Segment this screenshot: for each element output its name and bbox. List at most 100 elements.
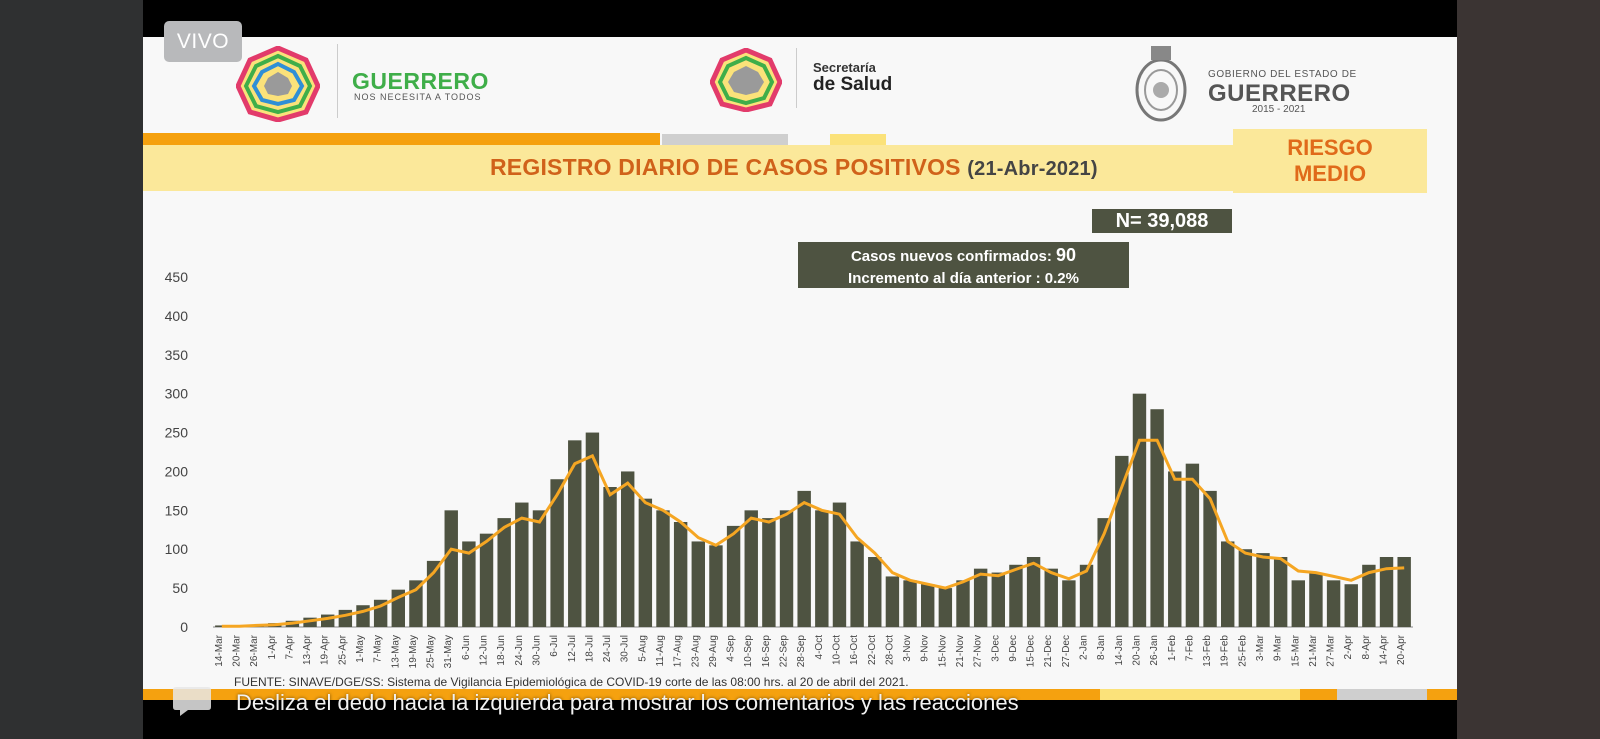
x-tick-label: 3-Mar xyxy=(1255,634,1266,661)
bar xyxy=(1256,553,1270,627)
cases-chart: 0 50 100 150 200 250 300 350 400 450 14-Mar 20-Mar 2… xyxy=(165,269,1413,668)
bar xyxy=(938,588,953,627)
x-tick-label: 8-Jan xyxy=(1096,635,1107,660)
bar xyxy=(638,498,653,627)
bar xyxy=(1221,541,1235,627)
comment-bubble-icon[interactable] xyxy=(172,685,212,717)
y-tick-label: 200 xyxy=(165,463,189,479)
x-tick-label: 28-Oct xyxy=(884,635,895,665)
x-tick-label: 26-Mar xyxy=(249,634,260,666)
accent-bar-orange xyxy=(143,133,660,145)
y-tick-label: 250 xyxy=(165,425,189,441)
bar xyxy=(797,490,811,627)
bar xyxy=(532,510,547,627)
bar xyxy=(921,584,935,627)
x-tick-label: 4-Oct xyxy=(814,635,825,660)
bar xyxy=(744,510,758,627)
video-bottom-bar xyxy=(143,700,1457,739)
x-tick-label: 14-Mar xyxy=(214,634,225,666)
x-tick-label: 27-Dec xyxy=(1061,635,1072,667)
bar xyxy=(709,545,723,627)
footer-bar-yellow xyxy=(1100,689,1300,700)
y-tick-label: 50 xyxy=(172,580,188,596)
x-tick-label: 11-Aug xyxy=(655,635,666,667)
bar xyxy=(850,541,864,627)
bar xyxy=(1291,580,1305,627)
x-tick-label: 1-May xyxy=(355,635,366,663)
bar xyxy=(1168,471,1182,627)
x-tick-label: 16-Sep xyxy=(761,635,772,668)
x-tick-label: 25-May xyxy=(426,635,437,668)
footer-bar xyxy=(143,689,1457,700)
bar xyxy=(303,617,317,627)
x-tick-label: 30-Jul xyxy=(620,635,631,662)
gov-line1: GOBIERNO DEL ESTADO DE xyxy=(1208,69,1357,80)
bar xyxy=(762,518,776,627)
salud-line1: Secretaría xyxy=(813,60,876,75)
x-tick-label: 25-Feb xyxy=(1237,635,1248,667)
left-margin xyxy=(0,0,143,739)
x-tick-label: 12-Jun xyxy=(479,635,490,666)
x-tick-label: 2-Apr xyxy=(1343,634,1354,659)
bar xyxy=(568,440,582,627)
bar xyxy=(1132,393,1147,627)
bar xyxy=(1362,564,1376,627)
bar xyxy=(673,522,688,627)
bar xyxy=(497,518,511,627)
x-tick-label: 7-Feb xyxy=(1184,635,1195,662)
bar xyxy=(603,487,617,627)
risk-badge: RIESGO MEDIO xyxy=(1233,129,1427,193)
x-tick-label: 1-Apr xyxy=(267,634,278,659)
x-tick-label: 21-Nov xyxy=(955,635,966,667)
x-tick-label: 18-Jun xyxy=(496,635,507,666)
x-tick-label: 31-May xyxy=(443,635,454,668)
x-tick-label: 9-Dec xyxy=(1008,635,1019,662)
new-cases-label: Casos nuevos confirmados: xyxy=(850,248,1052,265)
x-tick-label: 15-Mar xyxy=(1290,634,1301,666)
x-tick-label: 21-Dec xyxy=(1043,635,1054,667)
bar xyxy=(1009,564,1023,627)
bar xyxy=(903,580,917,627)
bar xyxy=(956,580,970,627)
bar xyxy=(868,557,882,627)
salud-divider xyxy=(796,48,797,108)
bar xyxy=(462,541,476,627)
logo-divider xyxy=(337,44,338,118)
state-seal-icon xyxy=(1135,46,1187,122)
bar xyxy=(885,576,900,627)
bar xyxy=(1379,557,1394,627)
video-top-bar xyxy=(143,0,1457,37)
x-tick-label: 29-Aug xyxy=(708,635,719,667)
x-tick-label: 14-Jan xyxy=(1114,635,1125,666)
guerrero-logo-subtitle: NOS NECESITA A TODOS xyxy=(354,92,482,102)
bar xyxy=(1097,518,1111,627)
x-tick-label: 10-Sep xyxy=(743,635,754,668)
gov-years: 2015 - 2021 xyxy=(1252,104,1306,115)
title-band xyxy=(143,145,1233,191)
bar xyxy=(832,502,847,627)
bar xyxy=(815,510,829,627)
bar xyxy=(1026,557,1041,627)
x-tick-label: 22-Oct xyxy=(867,635,878,665)
x-tick-label: 19-May xyxy=(408,635,419,668)
bar xyxy=(1079,564,1094,627)
bar xyxy=(479,533,494,627)
x-tick-label: 7-Apr xyxy=(284,634,295,659)
bar xyxy=(726,525,741,627)
live-badge: VIVO xyxy=(164,21,242,62)
x-tick-label: 24-Jul xyxy=(602,635,613,662)
x-tick-label: 5-Aug xyxy=(637,635,648,662)
x-tick-label: 28-Sep xyxy=(796,635,807,668)
bar xyxy=(550,479,564,627)
bar xyxy=(1044,568,1058,627)
bar xyxy=(1150,409,1164,627)
x-tick-label: 13-May xyxy=(390,635,401,668)
guerrero-logo-title: GUERRERO xyxy=(352,68,489,94)
salud-line2: de Salud xyxy=(813,74,893,95)
accent-bar-gray xyxy=(662,134,788,145)
swipe-hint: Desliza el dedo hacia la izquierda para … xyxy=(236,690,1019,715)
x-tick-label: 26-Jan xyxy=(1149,635,1160,666)
salud-logo-icon xyxy=(710,48,782,112)
y-tick-label: 350 xyxy=(165,347,189,363)
x-tick-label: 9-Mar xyxy=(1273,634,1284,661)
